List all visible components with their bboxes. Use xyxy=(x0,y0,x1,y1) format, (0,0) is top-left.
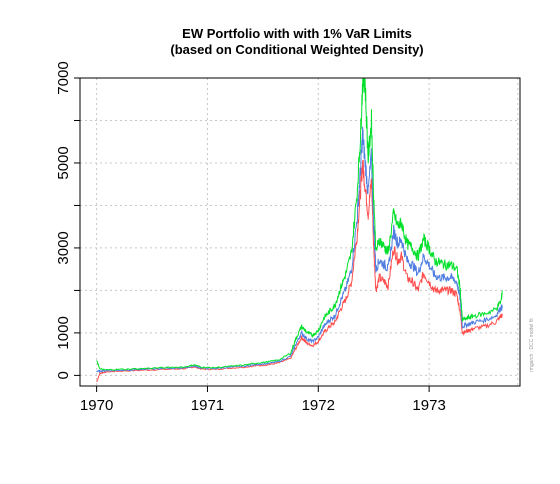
y-tick-label-1: 1000 xyxy=(55,316,72,349)
x-tick-label-2: 1972 xyxy=(302,397,335,414)
y-axis: 0 1000 3000 5000 7000 xyxy=(55,61,80,380)
x-tick-label-3: 1973 xyxy=(412,397,445,414)
chart-title: EW Portfolio with with 1% VaR Limits xyxy=(182,26,412,41)
y-tick-label-2: 3000 xyxy=(55,231,72,264)
y-tick-label-4: 7000 xyxy=(55,61,72,94)
y-tick-label-0: 0 xyxy=(55,371,72,379)
series-lines xyxy=(96,77,503,382)
series-line-2 xyxy=(96,77,503,371)
x-tick-label-1: 1971 xyxy=(191,397,224,414)
y-tick-label-3: 5000 xyxy=(55,146,72,179)
series-line-0 xyxy=(96,159,503,382)
chart-subtitle: (based on Conditional Weighted Density) xyxy=(170,42,423,57)
watermark: rmgarch : DCC model fit xyxy=(529,318,535,372)
series-line-1 xyxy=(96,126,503,374)
plot-box xyxy=(79,77,521,387)
x-axis: 1970 1971 1972 1973 xyxy=(80,386,446,414)
x-tick-label-0: 1970 xyxy=(80,397,113,414)
